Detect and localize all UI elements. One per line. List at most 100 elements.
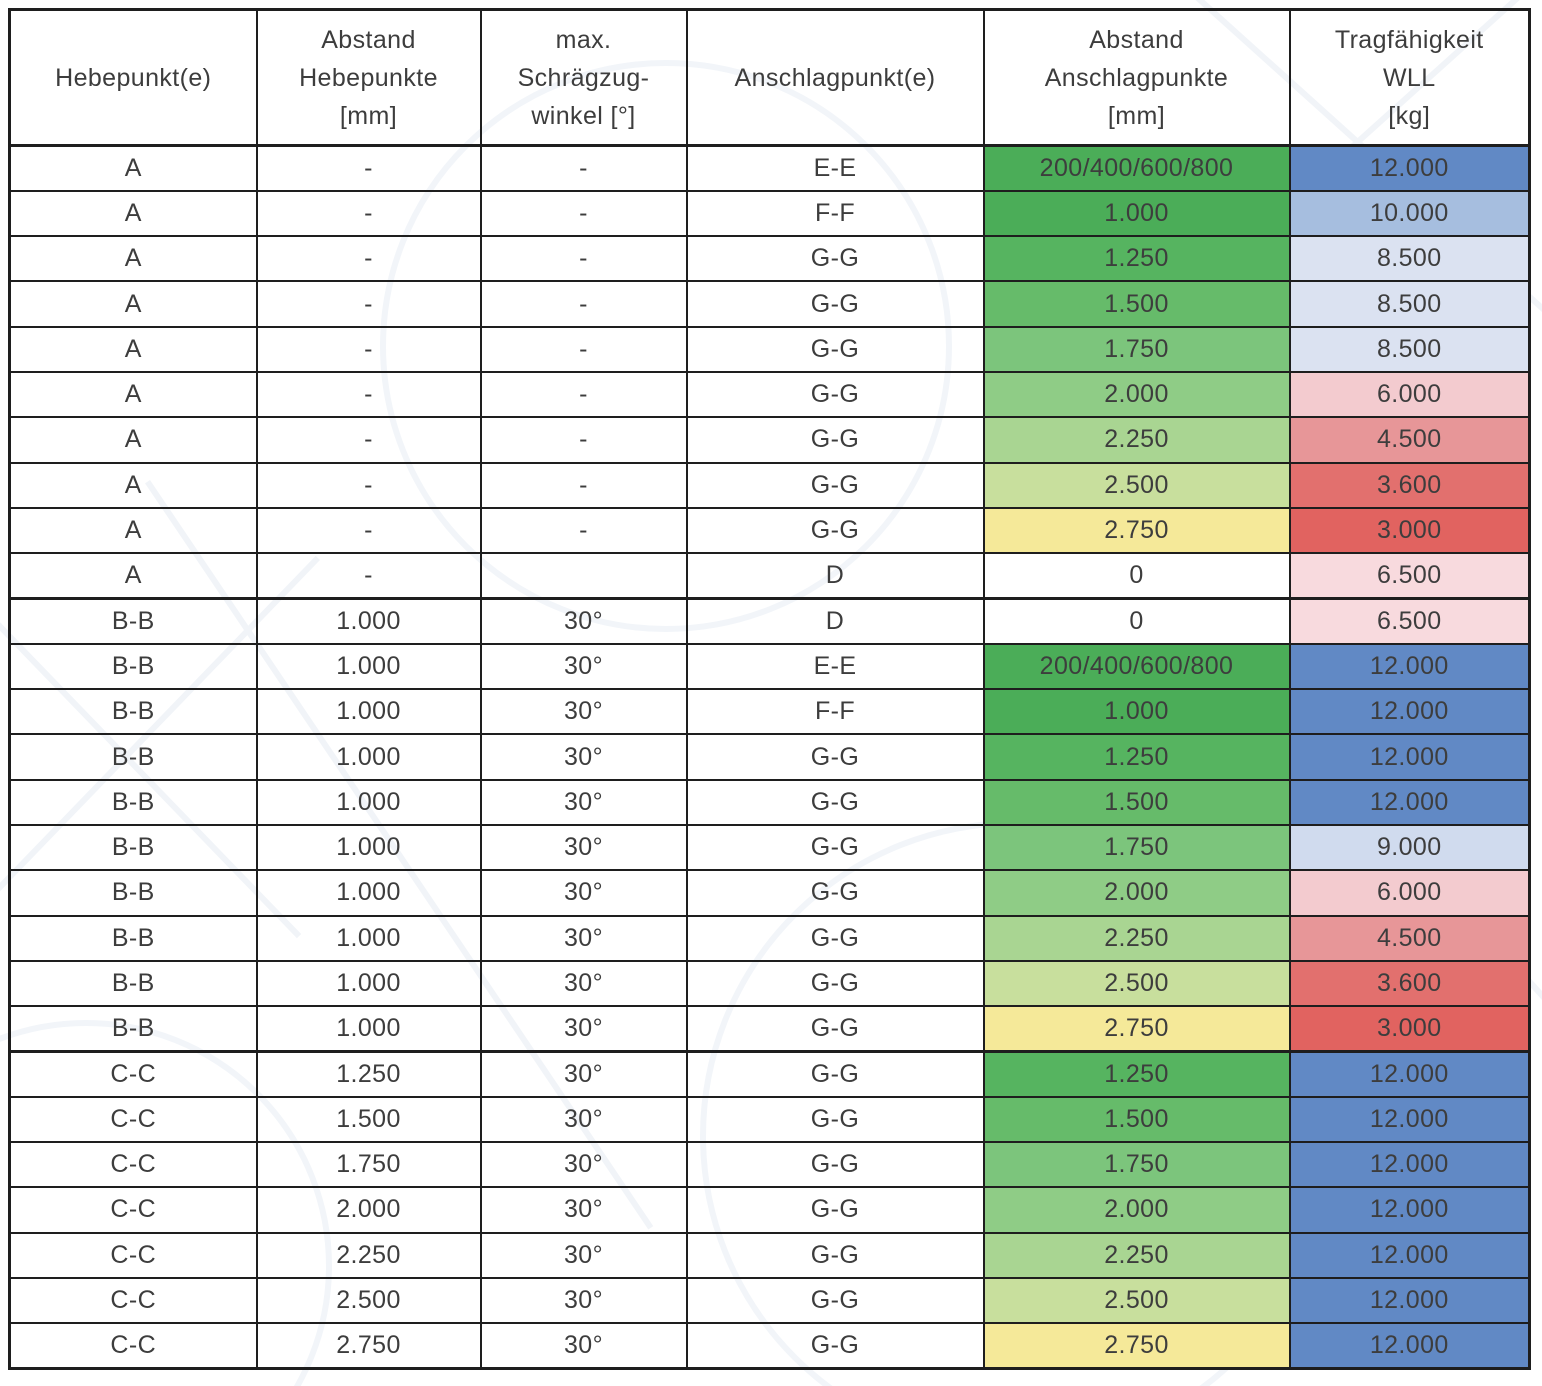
header-line: Anschlagpunkt(e) [734, 63, 936, 92]
cell-abstand-anschlagpunkte: 2.750 [982, 1005, 1291, 1053]
table-row: B-B 1.000 30° G-G 2.000 6.000 [8, 869, 1531, 917]
cell-abstand-hebepunkte: - [255, 461, 482, 509]
cell-anschlagpunkt: G-G [685, 235, 985, 283]
cell-abstand-anschlagpunkte: 2.000 [982, 370, 1291, 419]
header-line: [mm] [1107, 101, 1166, 130]
cell-schraegzugwinkel: 30° [479, 1095, 688, 1144]
cell-abstand-hebepunkte: - [255, 552, 482, 600]
table-row: C-C 2.750 30° G-G 2.750 12.000 [8, 1322, 1531, 1370]
column-header-abstand-anschlagpunkte: Abstand Anschlagpunkte [mm] [982, 8, 1291, 147]
cell-abstand-hebepunkte: 1.000 [255, 959, 482, 1008]
cell-hebepunkt: A [8, 144, 258, 192]
cell-anschlagpunkt: G-G [685, 1005, 985, 1053]
table-row: A - - G-G 2.750 3.000 [8, 506, 1531, 555]
cell-abstand-anschlagpunkte: 2.750 [982, 506, 1291, 555]
cell-abstand-anschlagpunkte: 1.000 [982, 688, 1291, 736]
cell-schraegzugwinkel: 30° [479, 1141, 688, 1189]
cell-wll: 12.000 [1288, 1322, 1531, 1370]
table-row: A - - G-G 2.500 3.600 [8, 461, 1531, 509]
cell-hebepunkt: A [8, 370, 258, 419]
cell-wll: 12.000 [1288, 1231, 1531, 1279]
cell-abstand-anschlagpunkte: 2.250 [982, 1231, 1291, 1279]
header-line: Abstand [321, 25, 416, 54]
cell-wll: 6.500 [1288, 552, 1531, 600]
header-line: Anschlagpunkte [1044, 63, 1229, 92]
cell-anschlagpunkt: G-G [685, 1095, 985, 1144]
cell-anschlagpunkt: E-E [685, 144, 985, 192]
column-header-abstand-hebepunkte: Abstand Hebepunkte [mm] [255, 8, 482, 147]
cell-abstand-anschlagpunkte: 2.250 [982, 416, 1291, 464]
cell-abstand-hebepunkte: - [255, 189, 482, 238]
cell-abstand-anschlagpunkte: 2.250 [982, 914, 1291, 962]
cell-abstand-hebepunkte: - [255, 506, 482, 555]
cell-hebepunkt: A [8, 416, 258, 464]
table-row: C-C 1.250 30° G-G 1.250 12.000 [8, 1049, 1531, 1098]
table-row: C-C 2.000 30° G-G 2.000 12.000 [8, 1186, 1531, 1234]
cell-anschlagpunkt: G-G [685, 1231, 985, 1279]
cell-abstand-anschlagpunkte: 1.500 [982, 778, 1291, 826]
table-row: B-B 1.000 30° G-G 1.500 12.000 [8, 778, 1531, 826]
cell-schraegzugwinkel: - [479, 416, 688, 464]
cell-anschlagpunkt: G-G [685, 1276, 985, 1325]
cell-abstand-anschlagpunkte: 200/400/600/800 [982, 642, 1291, 691]
column-header-tragfaehigkeit-wll: Tragfähigkeit WLL [kg] [1288, 8, 1531, 147]
table-row: B-B 1.000 30° G-G 2.750 3.000 [8, 1005, 1531, 1053]
cell-wll: 12.000 [1288, 1186, 1531, 1234]
cell-schraegzugwinkel: - [479, 189, 688, 238]
cell-wll: 12.000 [1288, 1049, 1531, 1098]
table-row: A - - G-G 1.250 8.500 [8, 235, 1531, 283]
cell-hebepunkt: A [8, 506, 258, 555]
cell-wll: 12.000 [1288, 1095, 1531, 1144]
cell-abstand-hebepunkte: 1.000 [255, 596, 482, 645]
cell-schraegzugwinkel: 30° [479, 733, 688, 781]
cell-abstand-anschlagpunkte: 2.000 [982, 1186, 1291, 1234]
table-row: B-B 1.000 30° D 0 6.500 [8, 596, 1531, 645]
cell-hebepunkt: C-C [8, 1231, 258, 1279]
cell-abstand-anschlagpunkte: 1.500 [982, 280, 1291, 328]
cell-anschlagpunkt: G-G [685, 1186, 985, 1234]
cell-schraegzugwinkel: 30° [479, 1276, 688, 1325]
cell-hebepunkt: B-B [8, 688, 258, 736]
cell-abstand-anschlagpunkte: 2.500 [982, 1276, 1291, 1325]
cell-wll: 4.500 [1288, 416, 1531, 464]
cell-abstand-hebepunkte: - [255, 416, 482, 464]
header-line: [kg] [1388, 101, 1431, 130]
table-row: C-C 2.250 30° G-G 2.250 12.000 [8, 1231, 1531, 1279]
header-line: Hebepunkte [299, 63, 438, 92]
table-row: B-B 1.000 30° G-G 2.500 3.600 [8, 959, 1531, 1008]
cell-schraegzugwinkel: - [479, 325, 688, 373]
cell-hebepunkt: B-B [8, 778, 258, 826]
cell-abstand-hebepunkte: 1.000 [255, 914, 482, 962]
table-row: A - D 0 6.500 [8, 552, 1531, 600]
header-line: Hebepunkt(e) [55, 63, 212, 92]
cell-hebepunkt: C-C [8, 1322, 258, 1370]
cell-abstand-hebepunkte: 2.500 [255, 1276, 482, 1325]
cell-schraegzugwinkel: 30° [479, 914, 688, 962]
cell-anschlagpunkt: G-G [685, 914, 985, 962]
cell-abstand-hebepunkte: 1.000 [255, 688, 482, 736]
table-body: A - - E-E 200/400/600/800 12.000 A - - F-F 1.000 10… [8, 144, 1531, 1370]
cell-anschlagpunkt: G-G [685, 1322, 985, 1370]
cell-hebepunkt: B-B [8, 733, 258, 781]
cell-hebepunkt: C-C [8, 1276, 258, 1325]
table-row: A - - G-G 1.500 8.500 [8, 280, 1531, 328]
table-row: C-C 2.500 30° G-G 2.500 12.000 [8, 1276, 1531, 1325]
cell-anschlagpunkt: E-E [685, 642, 985, 691]
cell-abstand-hebepunkte: - [255, 235, 482, 283]
cell-hebepunkt: B-B [8, 869, 258, 917]
cell-wll: 8.500 [1288, 325, 1531, 373]
cell-abstand-hebepunkte: 1.000 [255, 778, 482, 826]
cell-abstand-anschlagpunkte: 1.750 [982, 823, 1291, 872]
cell-hebepunkt: A [8, 552, 258, 600]
cell-schraegzugwinkel: 30° [479, 869, 688, 917]
cell-anschlagpunkt: G-G [685, 325, 985, 373]
table-header: Hebepunkt(e) Abstand Hebepunkte [mm] max… [8, 8, 1531, 147]
cell-wll: 3.600 [1288, 959, 1531, 1008]
cell-abstand-hebepunkte: 1.000 [255, 642, 482, 691]
cell-hebepunkt: B-B [8, 914, 258, 962]
cell-schraegzugwinkel: - [479, 144, 688, 192]
cell-hebepunkt: A [8, 235, 258, 283]
cell-schraegzugwinkel: - [479, 370, 688, 419]
cell-schraegzugwinkel: 30° [479, 1322, 688, 1370]
cell-wll: 12.000 [1288, 733, 1531, 781]
